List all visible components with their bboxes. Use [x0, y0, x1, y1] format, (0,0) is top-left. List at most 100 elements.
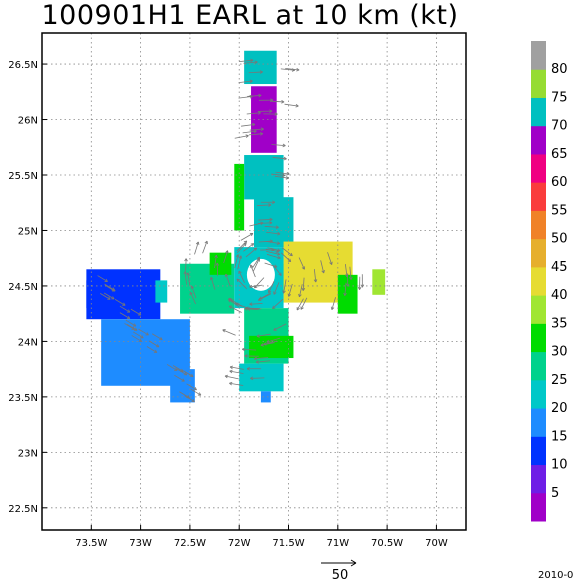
vector-head — [229, 369, 233, 374]
vector-shaft — [249, 303, 263, 305]
wind-vector — [138, 328, 149, 336]
vector-shaft — [124, 323, 135, 330]
vector-shaft — [267, 247, 281, 252]
vector-shaft — [243, 61, 258, 64]
colorbar-label: 15 — [551, 429, 568, 444]
wind-vector — [97, 275, 108, 282]
wind-vector — [179, 391, 190, 399]
vector-head — [155, 344, 160, 348]
x-tick-label: 73W — [129, 538, 152, 549]
colorbar-label: 75 — [551, 90, 568, 105]
vector-head — [301, 287, 306, 291]
vector-shaft — [252, 258, 260, 272]
vector-shaft — [288, 283, 293, 297]
vector-shaft — [283, 279, 287, 294]
wind-vector — [266, 250, 281, 256]
wind-vector — [265, 241, 281, 245]
y-tick-label: 23.5N — [8, 393, 38, 404]
vector-head — [214, 254, 218, 259]
wind-vector — [224, 273, 231, 287]
vector-shaft — [104, 283, 115, 291]
vector-shaft — [223, 250, 228, 264]
wind-vector — [242, 129, 257, 134]
wind-vector — [229, 365, 244, 370]
wind-vector — [280, 252, 292, 263]
wind-vector — [357, 276, 362, 290]
y-tick-label: 25N — [18, 226, 38, 237]
wind-vector — [230, 299, 243, 307]
vector-shaft — [222, 329, 236, 336]
wind-vector — [360, 274, 365, 288]
wind-vector — [330, 297, 336, 310]
wind-vector — [125, 319, 137, 327]
colorbar-swatch — [531, 323, 546, 353]
vector-head — [250, 58, 254, 63]
colorbar-label: 35 — [551, 316, 568, 331]
wind-vector — [103, 292, 115, 300]
vector-head — [134, 327, 138, 331]
y-tick-label: 25.5N — [8, 171, 38, 182]
vector-shaft — [275, 171, 290, 175]
x-tick-label: 73.5W — [75, 538, 107, 549]
vector-shaft — [254, 357, 269, 360]
colorbar-label: 55 — [551, 203, 568, 218]
vector-head — [131, 326, 135, 330]
vector-head — [296, 67, 300, 72]
vector-head — [190, 373, 194, 378]
y-tick-label: 26N — [18, 116, 38, 127]
wind-vector — [256, 203, 272, 207]
vector-shaft — [271, 144, 286, 147]
vector-shaft — [344, 282, 347, 296]
wind-vector — [266, 253, 281, 260]
wind-vector — [202, 240, 208, 254]
wind-vector — [248, 70, 263, 74]
colorbar-label: 60 — [551, 175, 568, 190]
speed-cell-south-tail — [239, 363, 284, 392]
vector-shaft — [146, 346, 158, 353]
reference-arrow-head — [350, 559, 357, 567]
colorbar-label: 5 — [551, 486, 559, 501]
wind-vector — [246, 111, 261, 115]
wind-vector — [152, 333, 163, 341]
vector-head — [190, 285, 195, 289]
vector-head — [126, 315, 131, 320]
wind-vector — [273, 282, 280, 295]
vector-shaft — [256, 333, 271, 337]
vector-head — [195, 241, 200, 245]
vector-shaft — [255, 360, 270, 363]
vector-shaft — [229, 382, 244, 386]
wind-vectors — [97, 58, 365, 403]
vector-head — [107, 296, 111, 300]
vector-head — [222, 329, 226, 333]
speed-cell-north-edge — [234, 163, 245, 231]
vector-head — [260, 221, 264, 226]
vector-shaft — [264, 225, 279, 228]
wind-vector — [250, 376, 265, 381]
wind-vector — [287, 283, 293, 297]
vector-shaft — [228, 299, 240, 308]
wind-vector — [260, 342, 275, 347]
x-tick-label: 71W — [327, 538, 350, 549]
vector-head — [259, 296, 263, 300]
plot-frame — [41, 32, 467, 531]
vector-head — [253, 129, 257, 134]
speed-cell-west-strip-end — [170, 369, 195, 403]
y-tick-label: 22.5N — [8, 504, 38, 515]
vector-shaft — [176, 368, 188, 376]
vector-shaft — [189, 291, 196, 305]
colorbar-swatch — [531, 351, 546, 381]
wind-vector — [148, 340, 160, 348]
colorbar-label: 40 — [551, 288, 568, 303]
vector-reference: 50 — [321, 559, 357, 581]
wind-vector — [183, 271, 188, 285]
vector-shaft — [313, 269, 317, 283]
vector-head — [289, 252, 293, 257]
vector-shaft — [230, 299, 243, 307]
vector-shaft — [249, 128, 264, 131]
vector-shaft — [114, 299, 126, 306]
y-axis: 26.5N 26N 25.5N 25N 24.5N 24N 23.5N 23N 22.5N — [8, 60, 47, 515]
vector-shaft — [302, 277, 305, 291]
vector-shaft — [250, 264, 256, 278]
wind-vector — [272, 156, 287, 161]
wind-vector — [238, 79, 253, 84]
